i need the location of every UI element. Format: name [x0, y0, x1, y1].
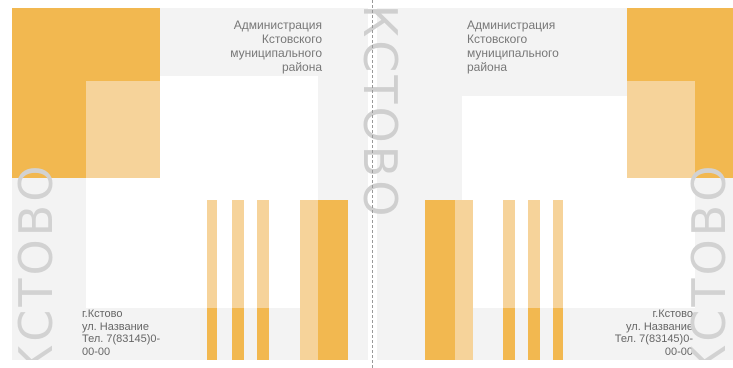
admin-line: Кстовского — [261, 32, 322, 46]
kstovo-vertical-logo: КСТОВО — [12, 162, 63, 360]
orange-stripe — [503, 308, 515, 360]
fold-divider-line — [372, 0, 373, 368]
address-line: Тел. 7(83145)0- — [82, 333, 161, 345]
light-orange-block — [627, 81, 695, 178]
business-card-right: Администрация Кстовского муниципального … — [377, 8, 733, 360]
orange-stripe — [553, 200, 563, 360]
white-block — [462, 96, 627, 178]
address-line: г.Кстово — [82, 308, 123, 320]
orange-stripe — [425, 200, 455, 360]
admin-line: муниципального — [230, 46, 322, 60]
address-line: г.Кстово — [652, 308, 693, 320]
white-block — [160, 76, 318, 178]
admin-line: района — [281, 60, 322, 74]
light-orange-block — [86, 81, 160, 178]
orange-stripe — [300, 200, 318, 360]
address-line: ул. Название — [82, 320, 149, 333]
address-line: Тел. 7(83145)0- — [614, 333, 693, 345]
orange-stripe — [207, 308, 217, 360]
administration-title: Администрация Кстовского муниципального … — [467, 18, 559, 74]
address-block: г.Кстово ул. Название Тел. 7(83145)0- 00… — [615, 308, 693, 358]
white-block — [86, 178, 318, 308]
admin-line: Кстовского — [467, 32, 528, 46]
kstovo-vertical-logo: КСТОВО — [682, 162, 733, 360]
admin-line: Администрация — [233, 18, 322, 32]
orange-stripe — [455, 200, 473, 360]
admin-line: муниципального — [467, 46, 559, 60]
administration-title: Администрация Кстовского муниципального … — [230, 18, 322, 74]
address-line: 00-00 — [82, 345, 111, 358]
address-line: ул. Название — [626, 320, 693, 333]
admin-line: Администрация — [467, 18, 556, 32]
orange-stripe — [207, 200, 217, 360]
orange-stripe — [232, 308, 244, 360]
orange-stripe — [528, 308, 540, 360]
address-line: 00-00 — [664, 345, 693, 358]
business-card-left: Администрация Кстовского муниципального … — [12, 8, 368, 360]
address-block: г.Кстово ул. Название Тел. 7(83145)0- 00… — [82, 308, 160, 358]
white-block — [462, 178, 695, 308]
orange-stripe — [257, 308, 269, 360]
kstovo-center-logo: КСТОВО — [353, 4, 407, 220]
admin-line: района — [467, 60, 508, 74]
orange-stripe — [318, 200, 348, 360]
orange-stripe — [553, 308, 563, 360]
